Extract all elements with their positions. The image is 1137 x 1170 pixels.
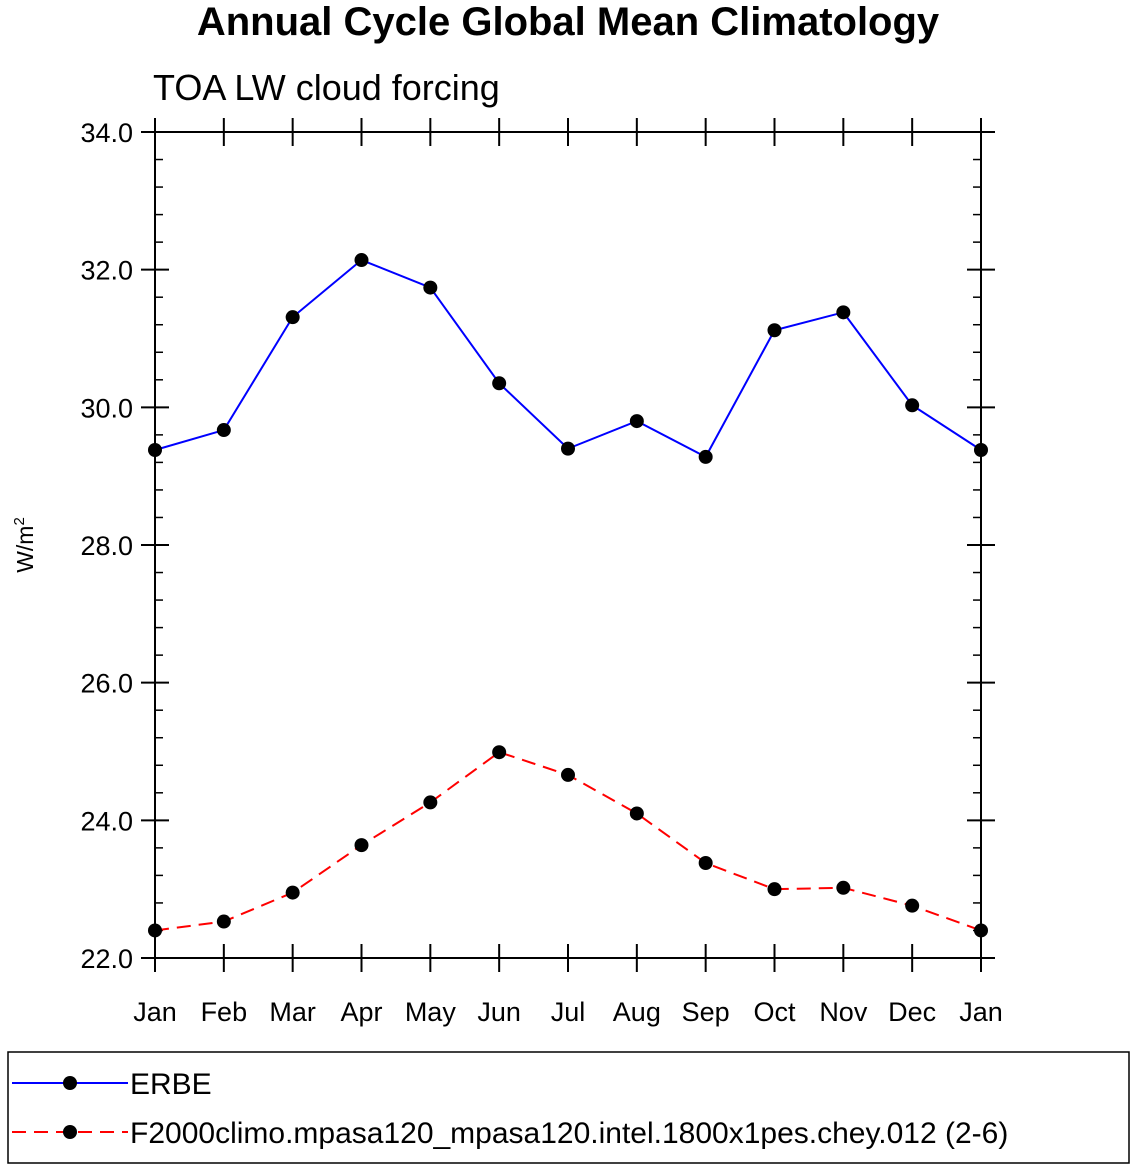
data-point (423, 795, 438, 810)
x-tick-label: Nov (819, 997, 868, 1027)
x-tick-label: May (405, 997, 457, 1027)
data-point (561, 767, 575, 782)
x-tick-label: Jul (551, 997, 586, 1027)
data-point (836, 305, 851, 320)
data-point (423, 280, 438, 295)
legend-label: ERBE (130, 1068, 212, 1101)
y-tick-label: 28.0 (80, 531, 133, 561)
x-tick-label: Jan (959, 997, 1003, 1027)
series-2 (148, 745, 988, 938)
y-tick-label: 32.0 (80, 256, 133, 286)
data-point (492, 376, 507, 391)
legend-box (7, 1051, 1130, 1164)
data-point (905, 398, 920, 413)
x-tick-label: Mar (269, 997, 316, 1027)
x-tick-label: Dec (888, 997, 936, 1027)
y-tick-label: 30.0 (80, 393, 133, 423)
x-tick-label: Apr (340, 997, 382, 1027)
data-point (767, 323, 782, 338)
y-tick-label: 24.0 (80, 806, 133, 836)
data-point (285, 885, 300, 900)
y-tick-label: 34.0 (80, 118, 133, 148)
data-point (492, 745, 507, 760)
axis-ticks (141, 118, 995, 972)
data-point (216, 423, 231, 438)
data-point (354, 838, 369, 853)
plot-frame (154, 131, 982, 959)
y-axis-label-text: W/m (12, 526, 38, 573)
data-point (629, 414, 644, 429)
series-line (154, 258, 982, 459)
legend-item-1: ERBE (12, 1068, 212, 1101)
x-tick-label: Sep (682, 997, 730, 1027)
data-point (216, 914, 231, 929)
y-axis-label-superscript: 2 (11, 517, 28, 525)
data-point (905, 898, 920, 913)
chart-subtitle: TOA LW cloud forcing (153, 67, 500, 108)
x-tick-label: Oct (753, 997, 796, 1027)
data-point (698, 449, 713, 464)
data-point (561, 441, 575, 456)
y-tick-label: 22.0 (80, 944, 133, 974)
data-point (148, 923, 162, 938)
chart-title: Annual Cycle Global Mean Climatology (197, 0, 940, 44)
x-tick-label: Feb (201, 997, 248, 1027)
legend-marker (63, 1125, 77, 1139)
data-point (836, 880, 851, 895)
series-layer (148, 253, 988, 938)
data-point (974, 923, 988, 938)
x-tick-labels: Jan Feb Mar Apr May Jun Jul Aug Sep Oct Nov Dec Jan (133, 997, 1003, 1027)
x-tick-label: Aug (613, 997, 661, 1027)
y-axis-label: W/m2 (11, 517, 38, 573)
data-point (629, 806, 644, 821)
data-point (974, 443, 988, 458)
data-point (767, 882, 782, 897)
data-point (698, 856, 713, 871)
legend-marker (63, 1076, 77, 1090)
data-point (285, 310, 300, 325)
legend-item-2: F2000climo.mpasa120_mpasa120.intel.1800x… (12, 1117, 1008, 1150)
x-tick-label: Jun (477, 997, 521, 1027)
y-tick-label: 26.0 (80, 669, 133, 699)
legend: ERBE F2000climo.mpasa120_mpasa120.intel.1… (12, 1068, 1008, 1150)
series-1 (148, 253, 988, 464)
x-tick-label: Jan (133, 997, 177, 1027)
legend-label: F2000climo.mpasa120_mpasa120.intel.1800x… (130, 1117, 1008, 1150)
data-point (354, 253, 369, 268)
data-point (148, 443, 162, 458)
y-tick-labels: 22.0 24.0 26.0 28.0 30.0 32.0 34.0 (80, 118, 133, 974)
